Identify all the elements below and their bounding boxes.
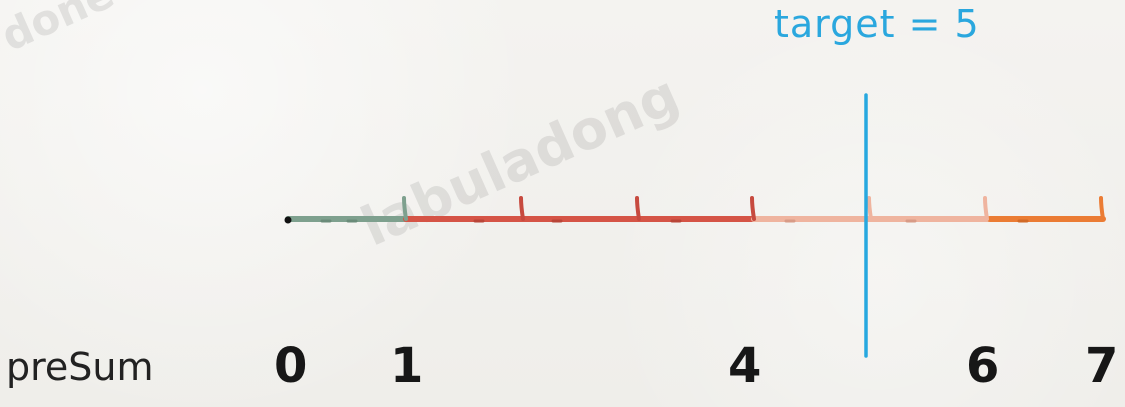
presum-value-1: 1 [390, 338, 424, 394]
start-dot [284, 216, 292, 224]
tick-1 [402, 196, 408, 221]
tick-2 [519, 196, 525, 221]
presum-label: preSum [6, 345, 154, 389]
target-label: target = 5 [774, 2, 980, 46]
tick-6 [983, 196, 989, 221]
tick-3 [635, 196, 641, 221]
number-line [284, 196, 1106, 224]
tick-4 [750, 196, 756, 221]
presum-value-0: 0 [274, 338, 308, 394]
presum-value-4: 4 [728, 338, 762, 394]
tick-5 [867, 196, 873, 221]
presum-value-6: 6 [966, 338, 1000, 394]
presum-value-7: 7 [1085, 338, 1119, 394]
tick-7 [1099, 196, 1105, 221]
